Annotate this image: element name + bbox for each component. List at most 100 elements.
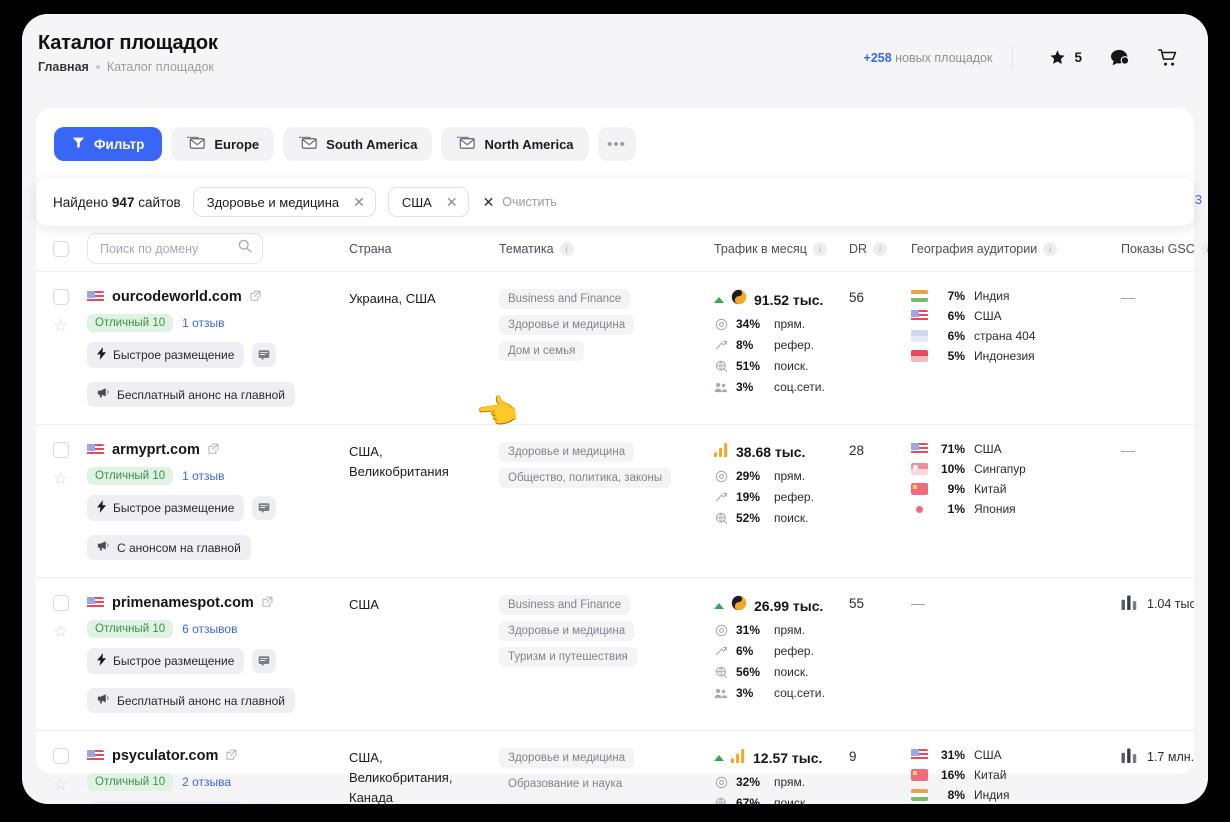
info-icon[interactable]: i — [812, 241, 827, 256]
active-tag-topic[interactable]: Здоровье и медицина ✕ — [192, 187, 376, 217]
reviews-link[interactable]: 6 отзывов — [182, 622, 238, 636]
geo-country-name: Япония — [974, 502, 1016, 516]
country-flag-icon — [87, 444, 104, 456]
fast-placement-tag[interactable]: Быстрое размещение — [87, 495, 245, 521]
column-header-topic[interactable]: Тематика i — [499, 241, 714, 256]
domain-search-box[interactable] — [87, 233, 263, 264]
filter-button-label: Фильтр — [94, 136, 145, 152]
breadcrumb-home[interactable]: Главная — [38, 60, 89, 74]
trend-up-icon — [714, 296, 724, 303]
topic-pill[interactable]: Образование и наука — [499, 774, 632, 794]
traffic-breakdown-line: 67% поиск. — [714, 796, 849, 804]
new-sites-notice[interactable]: +258 новых площадок — [864, 51, 993, 65]
topic-pill[interactable]: Business and Finance — [499, 595, 631, 615]
row-checkbox[interactable] — [53, 595, 69, 611]
region-chip-south-america[interactable]: South America — [283, 127, 433, 161]
topic-pill[interactable]: Здоровье и медицина — [499, 442, 635, 462]
table-row[interactable]: ☆ ourcodeworld.com Отличный 10 1 отзыв Быстр… — [36, 272, 1194, 425]
info-icon[interactable]: i — [1043, 241, 1058, 256]
topic-pill[interactable]: Здоровье и медицина — [499, 748, 635, 768]
cart-icon — [1158, 48, 1178, 67]
favorite-star-icon[interactable]: ☆ — [53, 622, 69, 641]
reviews-link[interactable]: 1 отзыв — [182, 469, 225, 483]
rating-row: Отличный 10 1 отзыв — [87, 467, 349, 485]
topic-pill[interactable]: Дом и семья — [499, 341, 585, 361]
messages-button[interactable] — [1096, 45, 1144, 71]
external-link-icon[interactable] — [208, 443, 219, 457]
geo-pct: 6% — [947, 329, 965, 343]
traffic-cell: 91.52 тыс. 34% прям. 8% рефер. 51% поиск. 3% соц… — [714, 289, 849, 394]
comment-icon-button[interactable] — [252, 649, 277, 673]
column-header-gsc[interactable]: Показы GSC i — [1121, 241, 1208, 256]
country-flag-icon — [911, 310, 928, 322]
external-link-icon[interactable] — [262, 596, 273, 610]
clear-filters-button[interactable]: ✕ Очистить — [483, 194, 557, 211]
topic-pill[interactable]: Business and Finance — [499, 289, 631, 309]
topic-pill[interactable]: Психология и личное развитие — [499, 800, 683, 804]
fast-placement-tag[interactable]: Быстрое размещение — [87, 801, 245, 804]
column-header-geo[interactable]: География аудитории i — [911, 241, 1121, 256]
country-flag-icon — [87, 750, 104, 762]
country-flag-icon — [911, 503, 928, 515]
gsc-value: — — [1121, 289, 1135, 305]
domain-link[interactable]: psyculator.com — [112, 748, 219, 764]
reviews-link[interactable]: 1 отзыв — [182, 316, 225, 330]
external-link-icon[interactable] — [226, 749, 237, 763]
close-icon[interactable]: ✕ — [353, 194, 365, 210]
table-row[interactable]: ☆ armyprt.com Отличный 10 1 отзыв Быстрое ра… — [36, 425, 1194, 578]
column-header-dr[interactable]: DR i — [849, 241, 911, 256]
close-icon[interactable]: ✕ — [445, 194, 458, 210]
domain-link[interactable]: primenamespot.com — [112, 595, 254, 611]
info-icon[interactable]: i — [1200, 241, 1208, 256]
column-label: DR — [849, 241, 868, 256]
announce-tag[interactable]: Бесплатный анонс на главной — [87, 382, 295, 407]
column-header-country[interactable]: Страна — [349, 242, 499, 256]
active-tag-country[interactable]: США ✕ — [387, 187, 469, 217]
fast-placement-tag[interactable]: Быстрое размещение — [87, 342, 245, 368]
column-header-traffic[interactable]: Трафик в месяц i — [714, 241, 849, 256]
filter-button[interactable]: Фильтр — [54, 127, 163, 161]
comment-icon-button[interactable] — [252, 343, 277, 367]
domain-cell: armyprt.com Отличный 10 1 отзыв Быстрое раз… — [87, 442, 349, 560]
favorite-star-icon[interactable]: ☆ — [53, 469, 69, 488]
geo-country-name: Индия — [974, 289, 1010, 303]
geo-country-name: США — [974, 309, 1002, 323]
select-all-checkbox[interactable] — [53, 240, 69, 257]
fast-placement-tag[interactable]: Быстрое размещение — [87, 648, 245, 674]
announce-tag[interactable]: С анонсом на главной — [87, 535, 251, 560]
announce-tag[interactable]: Бесплатный анонс на главной — [87, 688, 295, 713]
row-checkbox[interactable] — [53, 442, 69, 458]
row-checkbox[interactable] — [53, 748, 69, 764]
domain-cell: primenamespot.com Отличный 10 6 отзывов Быс… — [87, 595, 349, 713]
cart-button[interactable] — [1144, 44, 1192, 71]
favorites-button[interactable]: 5 — [1035, 45, 1096, 70]
info-icon[interactable]: i — [873, 241, 888, 256]
table-row[interactable]: ☆ psyculator.com Отличный 10 2 отзыва Быстро… — [36, 731, 1194, 804]
table-row[interactable]: ☆ primenamespot.com Отличный 10 6 отзывов Бы… — [36, 578, 1194, 731]
topic-pill[interactable]: Здоровье и медицина — [499, 315, 635, 335]
domain-link[interactable]: armyprt.com — [112, 442, 200, 458]
topic-pill[interactable]: Здоровье и медицина — [499, 621, 635, 641]
search-input[interactable] — [100, 241, 235, 256]
favorite-star-icon[interactable]: ☆ — [53, 316, 69, 335]
topic-pill[interactable]: Туризм и путешествия — [499, 647, 637, 667]
country-flag-icon — [911, 350, 928, 362]
comment-icon-button[interactable] — [252, 802, 277, 804]
domain-link[interactable]: ourcodeworld.com — [112, 289, 242, 305]
favorite-star-icon[interactable]: ☆ — [53, 775, 69, 794]
reviews-link[interactable]: 2 отзыва — [182, 775, 232, 789]
more-filters-button[interactable]: ••• — [597, 127, 636, 161]
row-checkbox[interactable] — [53, 289, 69, 305]
traffic-breakdown-line: 56% поиск. — [714, 665, 849, 679]
geo-country-name: США — [974, 748, 1002, 762]
results-panel: Найдено 947 сайтов Здоровье и медицина ✕… — [36, 178, 1208, 804]
topic-pill[interactable]: Общество, политика, законы — [499, 468, 672, 488]
region-chip-europe[interactable]: Europe — [171, 127, 275, 161]
external-link-icon[interactable] — [250, 290, 261, 304]
comment-icon-button[interactable] — [252, 496, 277, 520]
info-icon[interactable]: i — [559, 241, 574, 256]
traffic-breakdown-pct: 51% — [736, 359, 761, 373]
region-chip-north-america[interactable]: North America — [441, 127, 589, 161]
search-icon[interactable] — [238, 239, 252, 258]
dr-value: 9 — [849, 749, 857, 764]
